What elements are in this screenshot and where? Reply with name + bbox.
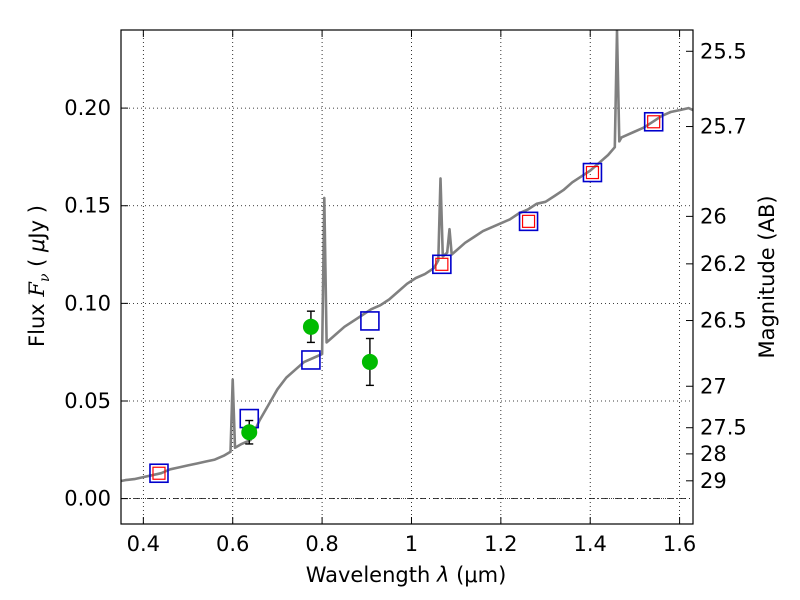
grid-lines xyxy=(121,30,693,524)
x-tick-label: 1.2 xyxy=(484,532,517,556)
y-axis-label-symbol: F xyxy=(25,281,49,298)
x-tick-label: 1 xyxy=(405,532,418,556)
y-axis-label-word: Flux xyxy=(25,303,49,347)
x-tick-label: 0.8 xyxy=(305,532,338,556)
filter-square-marker xyxy=(152,466,166,480)
y-tick-label: 0.05 xyxy=(64,389,111,413)
spectrum-line xyxy=(120,29,694,483)
x-axis-label-symbol: λ xyxy=(436,563,449,587)
observed-point xyxy=(241,424,258,441)
data-marks xyxy=(149,111,664,484)
y-tick-label: 0.00 xyxy=(64,487,111,511)
model-square-marker xyxy=(149,463,169,484)
y-axis-label-mu: μ xyxy=(25,239,49,253)
y2-tick-label: 29 xyxy=(700,469,727,493)
y-tick-label: 0.20 xyxy=(64,96,111,120)
axis-ticks: 0.4 0.6 0.8 1 1.2 1.4 1.6 0.00 0.05 0.10 0.15 0.20 2… xyxy=(64,30,747,556)
x-tick-label: 1.4 xyxy=(574,532,607,556)
y-tick-label: 0.15 xyxy=(64,194,111,218)
x-tick-label: 1.6 xyxy=(663,532,696,556)
y2-tick-label: 26 xyxy=(700,204,727,228)
y2-axis-label: Magnitude (AB) xyxy=(755,195,779,358)
y2-tick-label: 25.7 xyxy=(700,115,747,139)
model-square-marker xyxy=(301,350,321,370)
filter-square-marker xyxy=(585,165,600,180)
filter-square-marker xyxy=(647,115,661,129)
plot-frame xyxy=(120,29,694,525)
x-axis-label-word: Wavelength xyxy=(306,563,431,587)
y2-tick-label: 26.5 xyxy=(700,309,747,333)
model-square-marker xyxy=(360,311,380,331)
y-axis-label-paren-open: ( xyxy=(25,259,49,267)
x-axis-label: Wavelength λ (μm) xyxy=(306,563,507,587)
x-tick-label: 0.6 xyxy=(216,532,249,556)
filter-square-marker xyxy=(435,257,449,271)
y-axis-label: Flux Fν ( μJy ) xyxy=(25,205,53,347)
y2-tick-label: 27.5 xyxy=(700,416,747,440)
model-square-marker xyxy=(643,111,664,132)
y2-tick-label: 27 xyxy=(700,374,727,398)
model-square-marker xyxy=(582,162,603,183)
y-tick-label: 0.10 xyxy=(64,291,111,315)
model-square-marker xyxy=(518,211,539,232)
x-axis-label-unit: (μm) xyxy=(456,563,506,587)
model-square-marker xyxy=(432,254,452,275)
filter-square-marker xyxy=(521,214,536,228)
y-axis-label-unit: Jy xyxy=(25,220,49,241)
observed-point xyxy=(361,353,378,370)
y2-tick-label: 25.5 xyxy=(700,39,747,63)
observed-point xyxy=(302,318,319,335)
y-axis-label-paren-close: ) xyxy=(25,205,49,213)
y2-tick-label: 26.2 xyxy=(700,252,747,276)
y2-tick-label: 28 xyxy=(700,442,727,466)
y-axis-label-subscript: ν xyxy=(37,273,53,282)
x-tick-label: 0.4 xyxy=(127,532,160,556)
